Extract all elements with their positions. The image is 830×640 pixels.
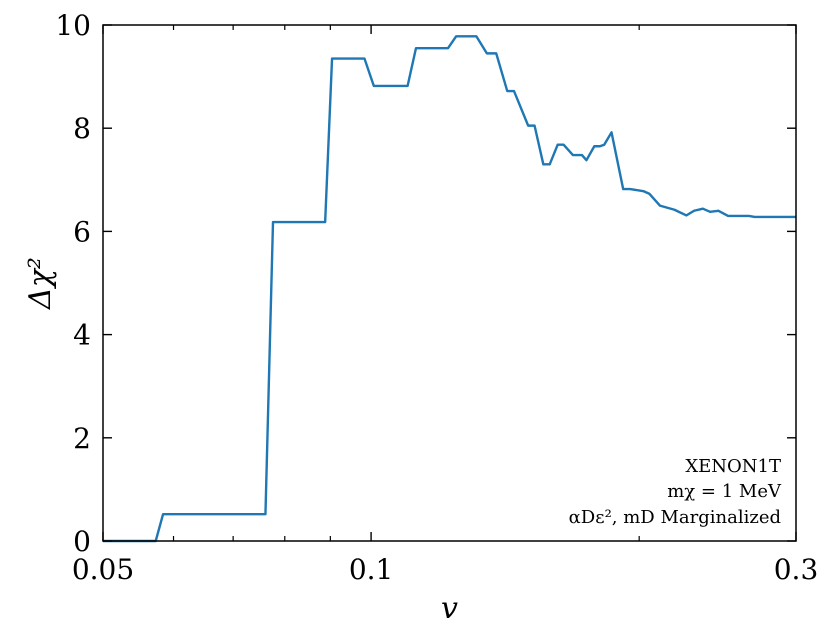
annotation-mass: mχ = 1 MeV — [667, 481, 782, 502]
y-tick-label: 0 — [73, 525, 91, 558]
annotation-experiment: XENON1T — [685, 456, 781, 477]
x-axis-label: v — [441, 591, 458, 626]
series-line — [103, 35, 796, 543]
y-tick-label: 8 — [73, 112, 91, 145]
y-tick-label: 4 — [73, 319, 91, 352]
x-tick-label: 0.05 — [72, 553, 134, 586]
y-tick-label: 10 — [55, 9, 91, 42]
annotation-marginalized: αDε², mD Marginalized — [569, 507, 781, 528]
y-tick-label: 6 — [73, 215, 91, 248]
y-axis-label: Δχ² — [23, 257, 58, 310]
y-tick-label: 2 — [73, 422, 91, 455]
x-tick-label: 0.3 — [774, 553, 819, 586]
plot-frame — [102, 24, 797, 542]
x-tick-label: 0.1 — [349, 553, 394, 586]
